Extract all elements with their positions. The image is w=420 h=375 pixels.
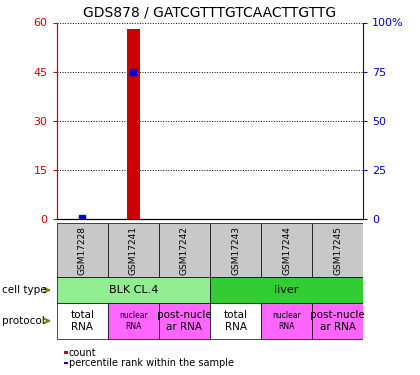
Text: GSM17243: GSM17243: [231, 226, 240, 274]
Bar: [127, 29, 140, 219]
Bar: [57, 303, 108, 339]
Text: total
RNA: total RNA: [70, 310, 94, 332]
Bar: [64, 351, 68, 354]
Bar: [159, 223, 210, 277]
Bar: [57, 223, 108, 277]
Text: total
RNA: total RNA: [223, 310, 247, 332]
Text: nuclear
RNA: nuclear RNA: [272, 311, 301, 331]
Bar: [312, 223, 363, 277]
Bar: [210, 223, 261, 277]
Text: nuclear
RNA: nuclear RNA: [119, 311, 148, 331]
Text: post-nucle
ar RNA: post-nucle ar RNA: [310, 310, 365, 332]
Bar: [57, 277, 210, 303]
Title: GDS878 / GATCGTTTGTCAACTTGTTG: GDS878 / GATCGTTTGTCAACTTGTTG: [84, 6, 336, 20]
Bar: [64, 362, 68, 364]
Text: count: count: [69, 348, 97, 358]
Bar: [261, 223, 312, 277]
Text: GSM17245: GSM17245: [333, 226, 342, 274]
Text: post-nucle
ar RNA: post-nucle ar RNA: [157, 310, 212, 332]
Text: GSM17244: GSM17244: [282, 226, 291, 274]
Text: cell type: cell type: [2, 285, 47, 295]
Text: BLK CL.4: BLK CL.4: [109, 285, 158, 295]
Text: GSM17242: GSM17242: [180, 226, 189, 274]
Bar: [108, 303, 159, 339]
Text: GSM17241: GSM17241: [129, 226, 138, 274]
Bar: [210, 277, 363, 303]
Bar: [210, 303, 261, 339]
Bar: [312, 303, 363, 339]
Bar: [108, 223, 159, 277]
Text: GSM17228: GSM17228: [78, 226, 87, 274]
Text: liver: liver: [274, 285, 299, 295]
Text: protocol: protocol: [2, 316, 45, 326]
Text: percentile rank within the sample: percentile rank within the sample: [69, 358, 234, 368]
Bar: [261, 303, 312, 339]
Bar: [159, 303, 210, 339]
